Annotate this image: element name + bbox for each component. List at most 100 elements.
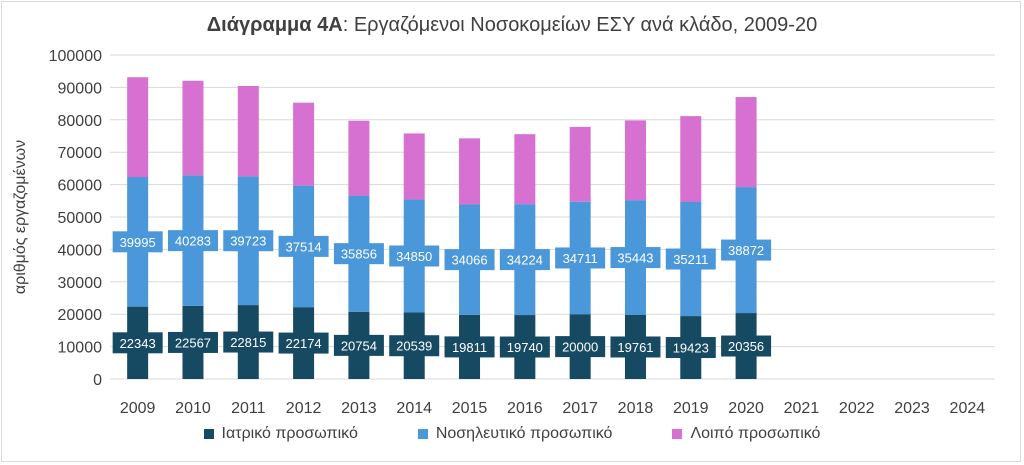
x-tick-label: 2019	[673, 400, 709, 417]
legend-label-medical: Ιατρικό προσωπικό	[221, 425, 358, 442]
data-label-box	[389, 335, 440, 357]
data-label-box	[112, 231, 163, 253]
legend-item-medical: Ιατρικό προσωπικό	[203, 425, 358, 443]
data-label-box	[278, 235, 329, 257]
data-label-box	[665, 337, 716, 359]
x-tick-label: 2024	[950, 400, 986, 417]
y-tick-label: 60000	[58, 178, 103, 195]
legend-swatch-nursing	[417, 429, 428, 439]
data-label: 40283	[175, 234, 211, 249]
y-tick-label: 80000	[58, 113, 103, 130]
data-label: 22174	[286, 336, 322, 351]
data-label-box	[167, 230, 218, 252]
x-tick-label: 2017	[562, 400, 598, 417]
data-label-box	[223, 230, 274, 252]
data-label: 22567	[175, 335, 211, 350]
x-tick-label: 2013	[341, 400, 377, 417]
data-label: 20356	[728, 339, 764, 354]
bar-segment	[348, 120, 370, 196]
data-label-box	[610, 247, 661, 269]
bar-segment	[459, 138, 481, 205]
data-label-box	[555, 336, 606, 358]
data-label: 38872	[728, 243, 764, 258]
y-axis-label: αριθμός εργαζομένων	[12, 140, 29, 294]
data-label-box	[389, 245, 440, 267]
data-label-box	[444, 249, 495, 271]
x-tick-label: 2015	[452, 400, 488, 417]
x-tick-label: 2021	[784, 400, 820, 417]
bar-segment	[569, 126, 591, 202]
data-label-box	[499, 249, 550, 271]
data-label: 20754	[341, 338, 377, 353]
y-tick-label: 90000	[58, 80, 103, 97]
data-label: 39995	[120, 235, 156, 250]
data-label: 19811	[452, 340, 487, 355]
data-label: 19740	[507, 340, 543, 355]
data-label: 19761	[617, 340, 653, 355]
data-label-box	[333, 334, 384, 356]
data-label: 39723	[230, 234, 266, 249]
data-label-box	[721, 335, 772, 357]
y-tick-label: 50000	[58, 210, 103, 227]
data-label: 37514	[286, 239, 322, 254]
x-tick-label: 2011	[231, 400, 266, 417]
bar-segment	[680, 116, 702, 202]
legend-swatch-other	[672, 429, 683, 439]
bar-segment	[735, 97, 757, 188]
legend-label-other: Λοιπό προσωπικό	[690, 425, 821, 442]
bar-segment	[293, 102, 315, 186]
x-tick-label: 2023	[894, 400, 930, 417]
x-tick-label: 2014	[396, 400, 432, 417]
x-tick-label: 2012	[286, 400, 322, 417]
y-tick-label: 70000	[58, 145, 103, 162]
data-label-box	[333, 243, 384, 265]
chart-title-rest: : Εργαζόμενοι Νοσοκομείων ΕΣΥ ανά κλάδο,…	[342, 14, 818, 36]
y-tick-label: 10000	[58, 340, 103, 357]
data-label-box	[112, 332, 163, 354]
y-tick-label: 100000	[49, 48, 102, 65]
data-label: 19423	[673, 341, 709, 356]
data-label: 20000	[562, 340, 598, 355]
legend-swatch-medical	[203, 429, 214, 439]
legend-item-other: Λοιπό προσωπικό	[672, 425, 820, 443]
x-tick-label: 2016	[507, 400, 543, 417]
data-label: 34224	[507, 253, 543, 268]
data-label: 35443	[617, 251, 653, 266]
y-tick-label: 20000	[58, 307, 103, 324]
data-label-box	[167, 331, 218, 353]
data-label: 35211	[673, 252, 708, 267]
data-label-box	[721, 239, 772, 261]
x-tick-label: 2020	[728, 400, 764, 417]
x-tick-label: 2018	[618, 400, 654, 417]
x-tick-label: 2009	[120, 400, 156, 417]
bar-segment	[403, 133, 425, 200]
data-label: 34711	[563, 251, 598, 266]
legend-label-nursing: Νοσηλευτικό προσωπικό	[435, 425, 613, 442]
data-label-box	[278, 332, 329, 354]
data-label: 22815	[230, 335, 266, 350]
data-label-box	[444, 336, 495, 358]
bar-segment	[624, 120, 646, 201]
chart-title: Διάγραμμα 4Α: Εργαζόμενοι Νοσοκομείων ΕΣ…	[0, 14, 1024, 37]
bar-segment	[237, 85, 259, 177]
data-label: 22343	[120, 336, 156, 351]
x-tick-label: 2010	[175, 400, 211, 417]
data-label: 34066	[451, 253, 487, 268]
x-tick-label: 2022	[839, 400, 875, 417]
data-label-box	[223, 331, 274, 353]
bar-segment	[182, 80, 204, 176]
y-tick-label: 40000	[58, 242, 103, 259]
data-label-box	[610, 336, 661, 358]
y-tick-label: 0	[93, 372, 102, 389]
legend-item-nursing: Νοσηλευτικό προσωπικό	[417, 425, 613, 443]
bar-segment	[127, 77, 149, 178]
y-tick-label: 30000	[58, 275, 103, 292]
data-label: 34850	[396, 249, 432, 264]
data-label-box	[555, 247, 606, 269]
bar-segment	[514, 134, 536, 205]
legend: Ιατρικό προσωπικό Νοσηλευτικό προσωπικό …	[0, 425, 1024, 443]
data-label: 20539	[396, 339, 432, 354]
data-label-box	[665, 248, 716, 270]
data-label-box	[499, 336, 550, 358]
